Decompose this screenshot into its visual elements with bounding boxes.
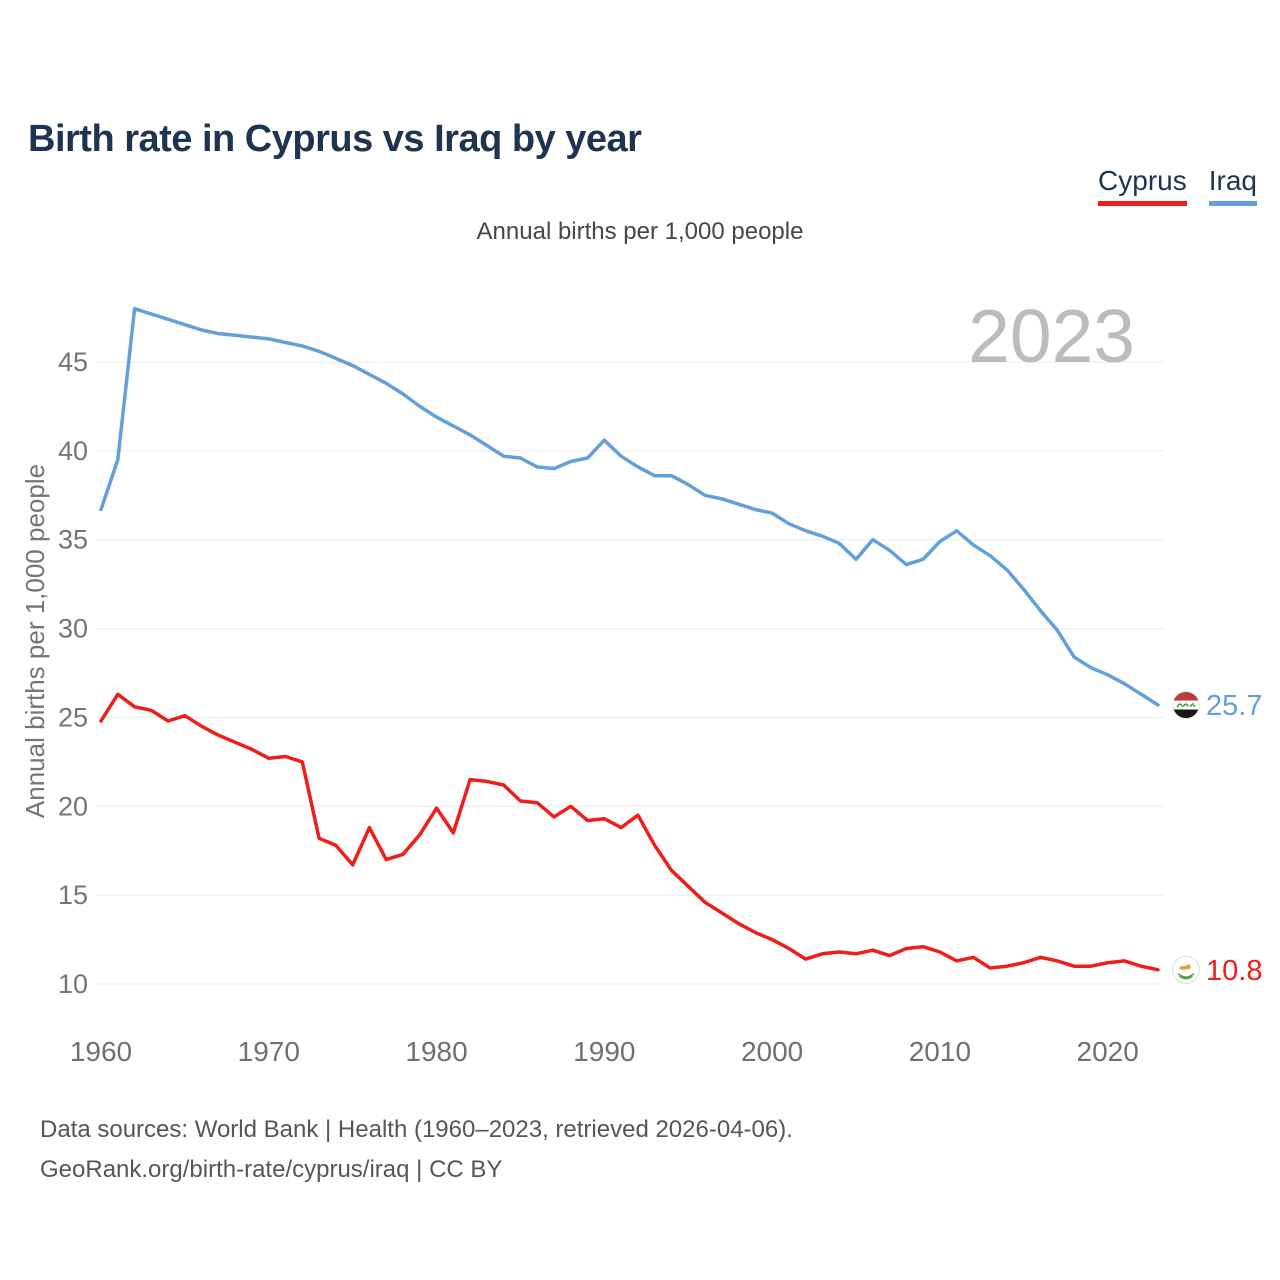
x-tick-label: 1990 — [573, 1036, 635, 1067]
y-tick-label: 40 — [58, 436, 88, 466]
y-tick-label: 20 — [58, 791, 88, 821]
iraq-end-value: 25.7 — [1206, 690, 1262, 722]
x-tick-label: 2010 — [909, 1036, 971, 1067]
x-tick-label: 2000 — [741, 1036, 803, 1067]
y-tick-label: 45 — [58, 347, 88, 377]
y-tick-label: 25 — [58, 702, 88, 732]
x-tick-label: 1970 — [238, 1036, 300, 1067]
chart-subtitle: Annual births per 1,000 people — [476, 218, 804, 245]
y-tick-label: 10 — [58, 969, 88, 999]
cyprus-flag-icon — [1172, 955, 1200, 984]
x-tick-label: 1960 — [70, 1036, 132, 1067]
iraq-flag-icon — [1172, 691, 1200, 719]
legend-label-cyprus: Cyprus — [1098, 165, 1187, 196]
footer: Data sources: World Bank | Health (1960–… — [40, 1110, 793, 1190]
y-tick-label: 35 — [58, 525, 88, 555]
footer-attribution: GeoRank.org/birth-rate/cyprus/iraq | CC … — [40, 1156, 503, 1183]
y-axis-tick-labels: 10 15 20 25 30 35 40 45 — [58, 347, 88, 999]
x-tick-label: 2020 — [1077, 1036, 1139, 1067]
y-axis-title: Annual births per 1,000 people — [20, 464, 50, 818]
watermark-year: 2023 — [968, 294, 1135, 378]
footer-data-sources: Data sources: World Bank | Health (1960–… — [40, 1116, 793, 1143]
legend-item-cyprus[interactable]: Cyprus — [1098, 165, 1187, 206]
cyprus-end-value: 10.8 — [1206, 955, 1262, 987]
legend-item-iraq[interactable]: Iraq — [1208, 165, 1257, 206]
y-tick-label: 30 — [58, 614, 88, 644]
page-title: Birth rate in Cyprus vs Iraq by year — [28, 118, 642, 161]
cyprus-series-line — [99, 692, 1160, 972]
x-axis-tick-labels: 1960 1970 1980 1990 2000 2010 2020 — [70, 1036, 1139, 1067]
legend-label-iraq: Iraq — [1208, 165, 1257, 196]
y-tick-label: 15 — [58, 880, 88, 910]
gridlines — [96, 361, 1164, 985]
x-tick-label: 1980 — [405, 1036, 467, 1067]
legend: Cyprus Iraq — [1098, 165, 1257, 206]
iraq-series-line — [99, 306, 1160, 707]
